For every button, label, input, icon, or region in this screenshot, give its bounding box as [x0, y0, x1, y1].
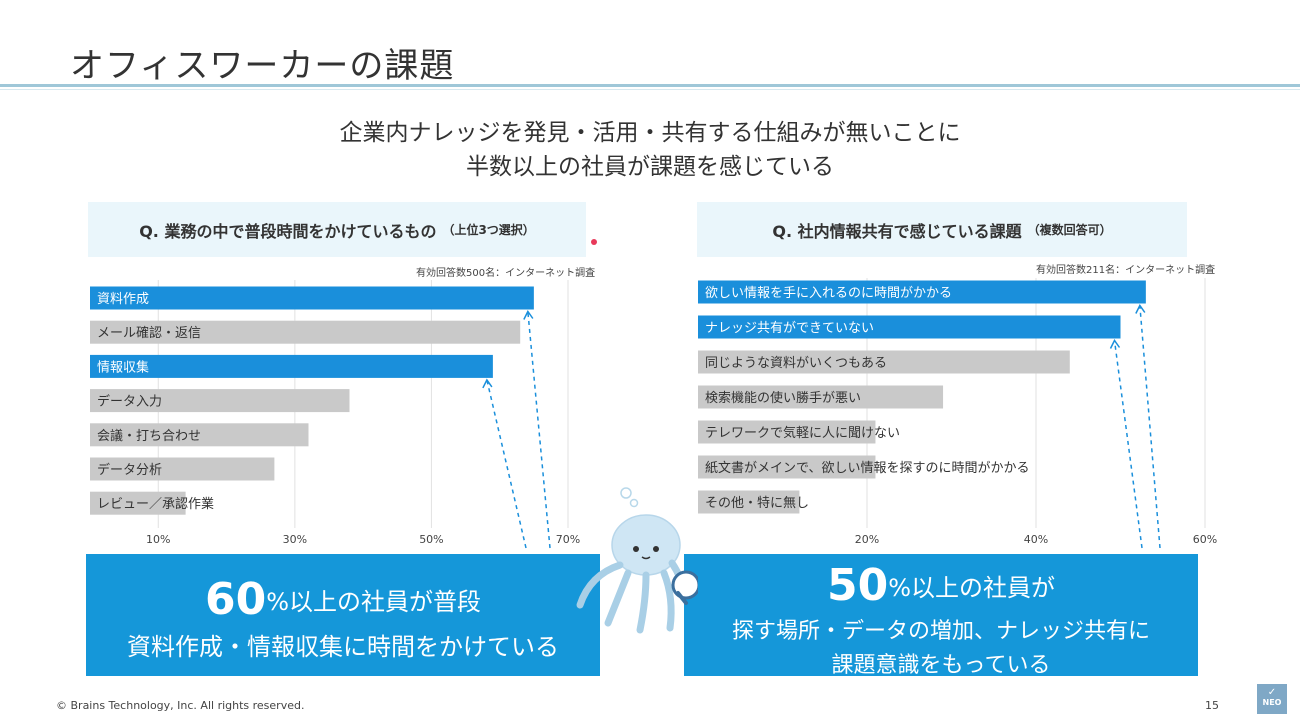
right-question-title: Q. 社内情報共有で感じている課題: [772, 221, 1022, 241]
chart0-tick-label: 30%: [283, 533, 307, 546]
right-question-note: （複数回答可）: [1027, 223, 1112, 237]
jellyfish-mascot-icon: [576, 487, 698, 634]
slide-subtitle: 企業内ナレッジを発見・活用・共有する仕組みが無いことに 半数以上の社員が課題を感…: [0, 116, 1300, 184]
chart0-bar-label: 会議・打ち合わせ: [97, 429, 201, 444]
subtitle-line-2: 半数以上の社員が課題を感じている: [466, 154, 834, 180]
chart0-bar: [90, 354, 493, 378]
right-summary-banner: 50%以上の社員が 探す場所・データの増加、ナレッジ共有に 課題意識をもっている: [684, 554, 1198, 678]
chart1-bar: [698, 455, 876, 479]
chart1-bar-label: 同じような資料がいくつもある: [705, 356, 887, 371]
right-banner-line-1: %以上の社員が: [888, 574, 1056, 602]
chart1-bar-label: テレワークで気軽に人に聞けない: [705, 425, 900, 441]
chart0-tick-label: 50%: [419, 533, 443, 546]
chart0-dashed-arrow: [486, 379, 527, 549]
left-banner-line-1: %以上の社員が普段: [266, 588, 482, 616]
chart1-arrow-head: [1109, 339, 1121, 349]
chart0-bar-label: 情報収集: [97, 359, 149, 375]
subtitle-line-1: 企業内ナレッジを発見・活用・共有する仕組みが無いことに: [339, 120, 961, 146]
chart1-bar: [698, 420, 876, 444]
chart0-dashed-arrow: [527, 311, 551, 549]
chart0-tick-label: 10%: [146, 533, 170, 546]
chart0-bar-label: 資料作成: [97, 292, 149, 307]
left-question-title: Q. 業務の中で普段時間をかけているもの: [139, 221, 437, 241]
chart0-bar: [90, 286, 534, 310]
left-question-box: Q. 業務の中で普段時間をかけているもの （上位3つ選択）: [88, 202, 586, 257]
chart0-bar: [90, 457, 275, 481]
chart0-bar-label: データ分析: [97, 462, 162, 478]
chart1-tick-label: 20%: [855, 533, 879, 546]
chart1-tick-label: 40%: [1024, 533, 1048, 546]
left-banner-line-2: 資料作成・情報収集に時間をかけている: [127, 633, 559, 661]
chart1-bar: [698, 280, 1146, 304]
chart0-arrow-head: [523, 310, 534, 320]
page-number: 15: [1205, 699, 1219, 712]
chart0-tick-label: 70%: [556, 533, 580, 546]
copyright-footer: © Brains Technology, Inc. All rights res…: [56, 699, 305, 712]
chart0-bar: [90, 491, 186, 515]
chart0-bar: [90, 320, 521, 344]
chart1-bar: [698, 315, 1121, 339]
chart1-arrow-head: [1135, 304, 1146, 314]
chart0-bar: [90, 389, 350, 413]
title-divider: [0, 84, 1300, 87]
chart1-dashed-arrow: [1113, 340, 1143, 549]
chart0-bar: [90, 423, 309, 447]
red-dot-marker: [591, 239, 597, 245]
neo-logo: ✓ NEO: [1257, 684, 1287, 714]
chart1-bar: [698, 490, 800, 514]
chart0-arrow-head: [482, 378, 493, 389]
slide-title: オフィスワーカーの課題: [70, 46, 455, 86]
chart0-bar-label: データ入力: [97, 394, 162, 410]
chart1-bar-label: 紙文書がメインで、欲しい情報を探すのに時間がかかる: [705, 460, 1029, 476]
right-banner-big-number: 50: [826, 560, 889, 611]
chart1-bar-label: 検索機能の使い勝手が悪い: [705, 390, 861, 406]
chart1-bar-label: 欲しい情報を手に入れるのに時間がかかる: [705, 285, 952, 301]
chart0-bar-label: メール確認・返信: [97, 325, 201, 341]
left-summary-banner: 60%以上の社員が普段 資料作成・情報収集に時間をかけている: [86, 554, 600, 676]
chart1-bar-label: ナレッジ共有ができていない: [705, 321, 874, 336]
right-question-box: Q. 社内情報共有で感じている課題 （複数回答可）: [697, 202, 1187, 257]
title-divider-thin: [0, 89, 1300, 90]
right-source-note: 有効回答数211名：インターネット調査: [1036, 265, 1216, 276]
chart0-bar-label: レビュー／承認作業: [97, 496, 214, 512]
left-question-note: （上位3つ選択）: [442, 223, 535, 237]
chart1-bar: [698, 385, 944, 409]
logo-text: NEO: [1262, 698, 1282, 707]
right-banner-line-2: 探す場所・データの増加、ナレッジ共有に: [731, 619, 1150, 644]
left-banner-big-number: 60: [204, 574, 267, 625]
chart1-bar-label: その他・特に無し: [705, 496, 809, 511]
chart1-bar: [698, 350, 1070, 374]
right-banner-line-3: 課題意識をもっている: [831, 653, 1051, 678]
chart1-tick-label: 60%: [1193, 533, 1217, 546]
left-source-note: 有効回答数500名：インターネット調査: [416, 268, 596, 279]
check-icon: ✓: [1267, 687, 1277, 698]
chart1-dashed-arrow: [1139, 305, 1161, 549]
